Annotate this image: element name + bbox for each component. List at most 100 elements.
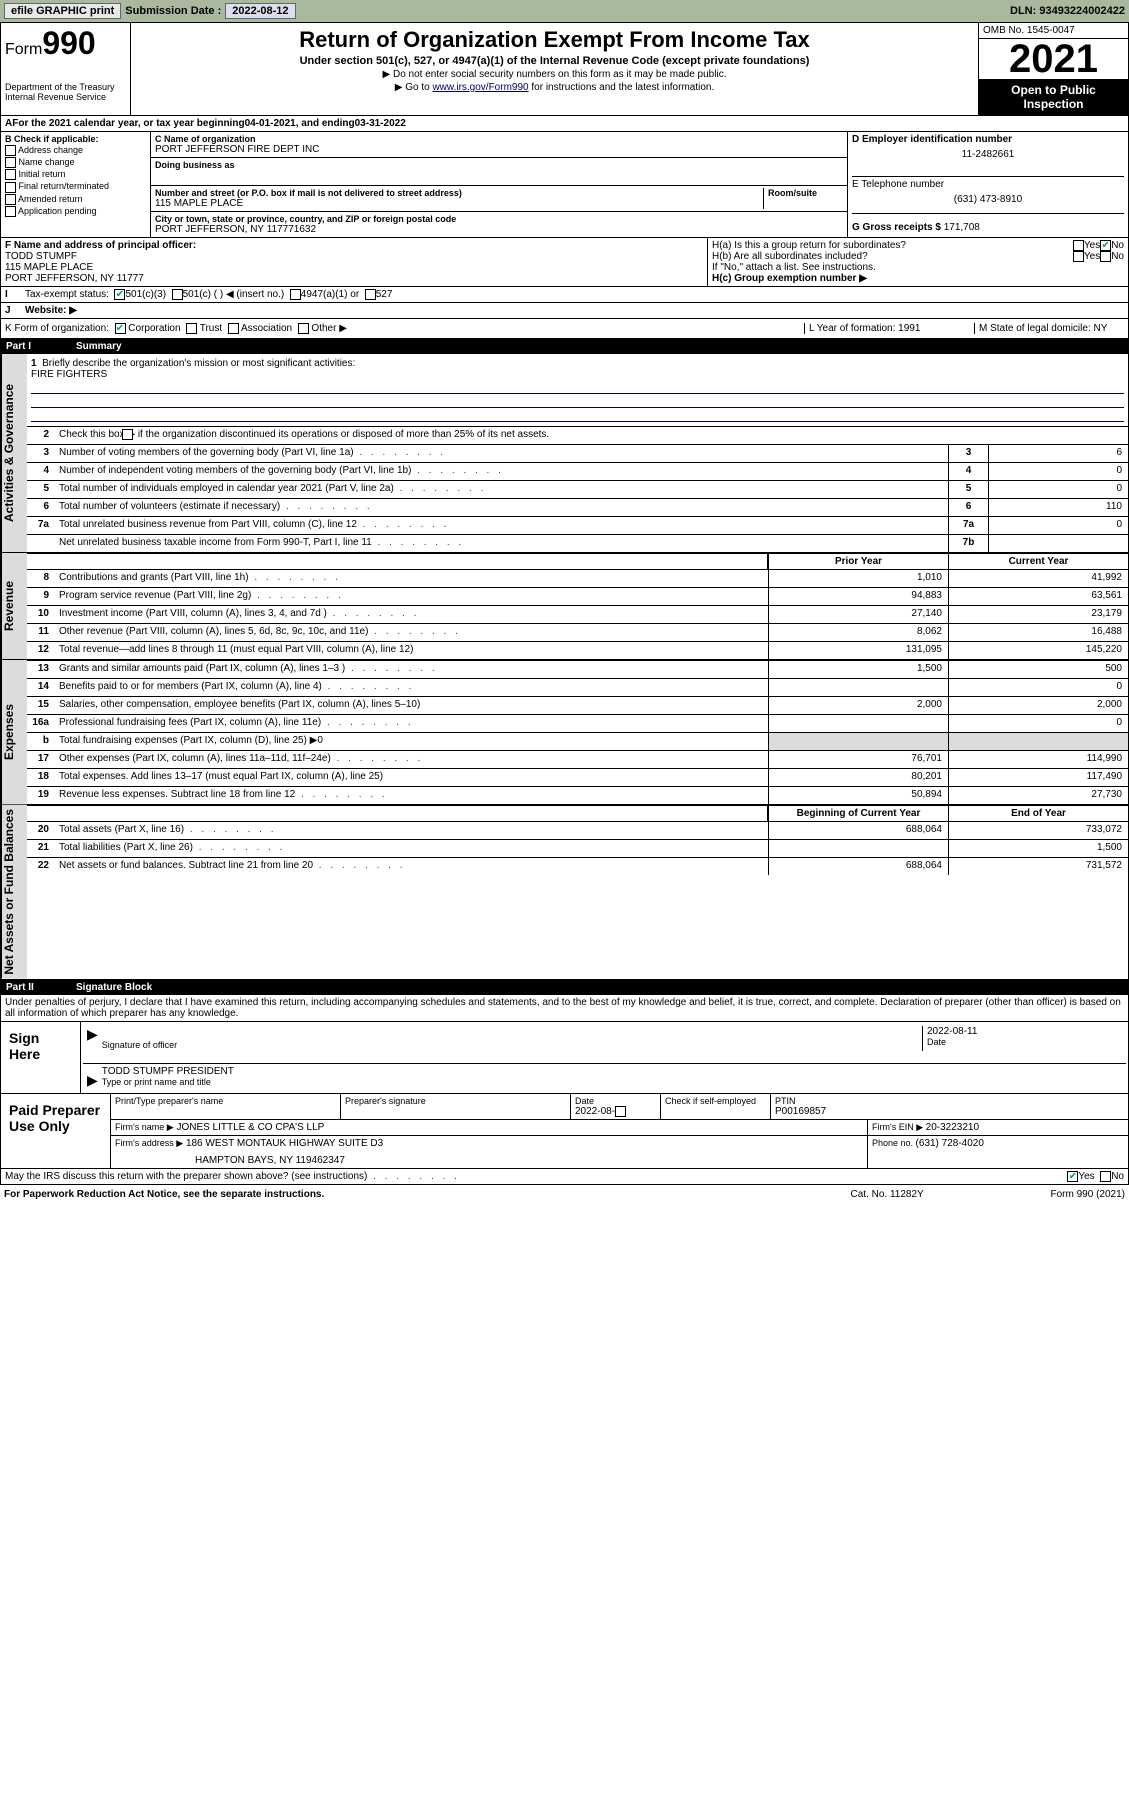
net21-eoy: 1,500 [948,840,1128,857]
section-revenue: Revenue Prior YearCurrent Year 8Contribu… [0,553,1129,660]
cb-address-change[interactable] [5,145,16,156]
tax-year: 2021 [979,39,1128,79]
rev11-current: 16,488 [948,624,1128,641]
cb-final-return[interactable] [5,182,16,193]
exp19-current: 27,730 [948,787,1128,804]
org-name: PORT JEFFERSON FIRE DEPT INC [155,144,843,155]
arrow-icon: ▶ [87,1026,98,1051]
arrow-icon: ▶ [87,1072,98,1088]
cb-initial-return[interactable] [5,169,16,180]
cb-501c[interactable] [172,289,183,300]
cb-corp[interactable] [115,323,126,334]
exp13-prior: 1,500 [768,661,948,678]
section-klm: K Form of organization: Corporation Trus… [0,319,1129,339]
mission-text: FIRE FIGHTERS [31,369,1124,380]
vlabel-netassets: Net Assets or Fund Balances [1,805,27,979]
rev10-prior: 27,140 [768,606,948,623]
section-expenses: Expenses 13Grants and similar amounts pa… [0,660,1129,805]
val-7a: 0 [988,517,1128,534]
gross-receipts: 171,708 [944,222,980,233]
note-link: ▶ Go to www.irs.gov/Form990 for instruct… [135,82,974,93]
officer-addr2: PORT JEFFERSON, NY 11777 [5,273,703,284]
note-ssn: ▶ Do not enter social security numbers o… [135,69,974,80]
perjury-declaration: Under penalties of perjury, I declare th… [0,995,1129,1022]
rev9-current: 63,561 [948,588,1128,605]
val-7b [988,535,1128,552]
exp18-current: 117,490 [948,769,1128,786]
section-netassets: Net Assets or Fund Balances Beginning of… [0,805,1129,980]
val-5: 0 [988,481,1128,498]
cb-trust[interactable] [186,323,197,334]
form-title: Return of Organization Exempt From Incom… [135,27,974,53]
part2-header: Part IISignature Block [0,980,1129,995]
rev12-current: 145,220 [948,642,1128,659]
net21-boy [768,840,948,857]
cb-other[interactable] [298,323,309,334]
firm-name: JONES LITTLE & CO CPA'S LLP [176,1122,324,1133]
form-subtitle: Under section 501(c), 527, or 4947(a)(1)… [135,55,974,67]
submission-date-label: Submission Date : [125,5,221,17]
exp16a-prior [768,715,948,732]
net22-eoy: 731,572 [948,858,1128,875]
officer-name: TODD STUMPF [5,251,703,262]
exp13-current: 500 [948,661,1128,678]
exp15-prior: 2,000 [768,697,948,714]
discuss-line: May the IRS discuss this return with the… [0,1169,1129,1185]
section-c: C Name of organizationPORT JEFFERSON FIR… [151,132,848,237]
section-governance: Activities & Governance 1 Briefly descri… [0,354,1129,553]
cb-discuss-no[interactable] [1100,1171,1111,1182]
cb-4947[interactable] [290,289,301,300]
cb-501c3[interactable] [114,289,125,300]
cb-name-change[interactable] [5,157,16,168]
section-deg: D Employer identification number11-24826… [848,132,1128,237]
rev12-prior: 131,095 [768,642,948,659]
open-public-badge: Open to Public Inspection [979,79,1128,115]
cb-discuss-yes[interactable] [1067,1171,1078,1182]
section-fh: F Name and address of principal officer:… [0,238,1129,287]
rev10-current: 23,179 [948,606,1128,623]
sign-date: 2022-08-11 [927,1026,1122,1037]
val-6: 110 [988,499,1128,516]
section-bcdeg: B Check if applicable: Address change Na… [0,132,1129,238]
exp17-prior: 76,701 [768,751,948,768]
irs-label: Internal Revenue Service [5,92,126,102]
cb-ha-yes[interactable] [1073,240,1084,251]
net20-boy: 688,064 [768,822,948,839]
check-b: B Check if applicable: Address change Na… [1,132,151,237]
exp14-current: 0 [948,679,1128,696]
efile-print-button[interactable]: efile GRAPHIC print [4,3,121,19]
page-footer: For Paperwork Reduction Act Notice, see … [0,1185,1129,1204]
line-a: A For the 2021 calendar year, or tax yea… [0,116,1129,132]
val-4: 0 [988,463,1128,480]
part1-header: Part ISummary [0,339,1129,354]
dln: DLN: 93493224002422 [1010,5,1125,17]
cb-self-employed[interactable] [615,1106,626,1117]
rev8-current: 41,992 [948,570,1128,587]
officer-signed-name: TODD STUMPF PRESIDENT [102,1066,234,1077]
vlabel-expenses: Expenses [1,660,27,804]
cb-ha-no[interactable] [1100,240,1111,251]
phone: (631) 473-8910 [852,194,1124,205]
cb-assoc[interactable] [228,323,239,334]
exp19-prior: 50,894 [768,787,948,804]
net20-eoy: 733,072 [948,822,1128,839]
top-bar: efile GRAPHIC print Submission Date : 20… [0,0,1129,22]
cb-hb-yes[interactable] [1073,251,1084,262]
officer-addr1: 115 MAPLE PLACE [5,262,703,273]
vlabel-revenue: Revenue [1,553,27,659]
sign-here-block: Sign Here ▶Signature of officer2022-08-1… [0,1022,1129,1094]
firm-phone: (631) 728-4020 [916,1138,984,1149]
irs-link[interactable]: www.irs.gov/Form990 [432,82,528,93]
cb-application-pending[interactable] [5,206,16,217]
submission-date: 2022-08-12 [225,3,295,19]
dept-label: Department of the Treasury [5,82,126,92]
exp15-current: 2,000 [948,697,1128,714]
cb-527[interactable] [365,289,376,300]
vlabel-governance: Activities & Governance [1,354,27,552]
cb-hb-no[interactable] [1100,251,1111,262]
form-header: Form990 Department of the Treasury Inter… [0,22,1129,116]
rev8-prior: 1,010 [768,570,948,587]
cb-discontinued[interactable] [122,429,133,440]
form-number: Form990 [5,25,126,62]
cb-amended-return[interactable] [5,194,16,205]
